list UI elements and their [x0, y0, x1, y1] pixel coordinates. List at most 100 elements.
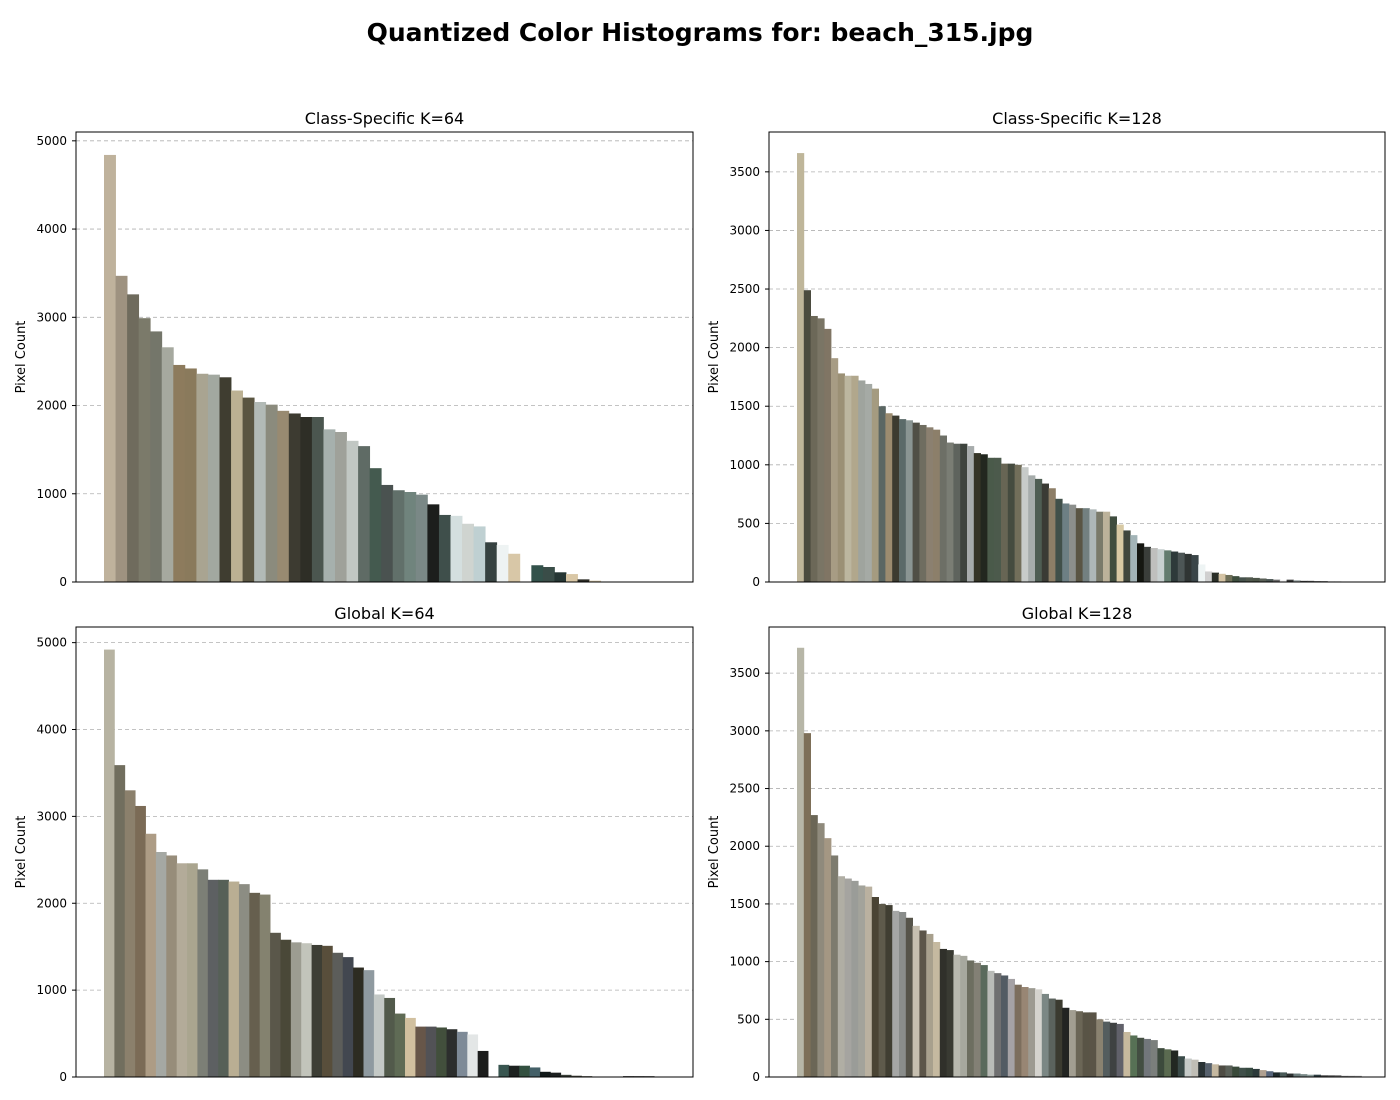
bar: [519, 1065, 530, 1077]
bar: [1211, 1064, 1219, 1077]
bar: [919, 424, 927, 582]
bar: [912, 925, 920, 1077]
bar: [899, 419, 907, 582]
bar: [946, 442, 954, 582]
bar: [207, 374, 220, 582]
bar: [394, 1013, 406, 1077]
panel-class-specific-k64: 0 1000 2000 3000 4000 5000 Class-Specific K=64…: [14, 109, 694, 589]
bar: [589, 580, 602, 582]
bar: [987, 970, 995, 1077]
bar: [381, 484, 394, 582]
bar: [369, 468, 382, 582]
y-tick-label: 500: [737, 1012, 760, 1026]
panel-global-k64: 0 1000 2000 3000 4000 5000 Global K=64 Pixel Co…: [14, 604, 694, 1084]
bar: [1089, 509, 1097, 582]
y-tick-label: 5000: [36, 636, 67, 650]
bar: [1252, 577, 1260, 582]
bar: [1232, 576, 1240, 582]
bar: [953, 443, 961, 582]
bar: [960, 955, 968, 1077]
bar: [571, 1075, 582, 1077]
plot-frame: [75, 131, 694, 583]
bar: [1075, 1011, 1083, 1077]
bar: [104, 154, 116, 582]
bar: [496, 544, 509, 582]
bar: [973, 962, 981, 1077]
bar: [1096, 511, 1104, 582]
bar: [415, 1026, 427, 1077]
bar: [980, 965, 988, 1077]
bar: [837, 373, 845, 582]
bar: [1245, 577, 1253, 582]
y-tick-label: 5000: [36, 134, 67, 148]
y-tick-label: 2000: [729, 839, 760, 853]
bar: [1021, 467, 1029, 582]
bar: [301, 943, 312, 1077]
bar: [1300, 580, 1308, 582]
bar: [438, 514, 451, 582]
bar: [1232, 1066, 1240, 1077]
bar: [332, 952, 344, 1077]
bar: [1157, 549, 1165, 582]
bar: [824, 838, 832, 1077]
bar: [1048, 488, 1056, 582]
panel-title: Class-Specific K=64: [305, 109, 464, 128]
bar: [973, 453, 981, 582]
bar: [865, 383, 873, 582]
bar: [542, 567, 555, 582]
y-tick-label: 2500: [729, 782, 760, 796]
bar: [219, 377, 232, 582]
bar: [1177, 1056, 1185, 1077]
bar: [803, 733, 811, 1077]
bar: [456, 1031, 468, 1077]
bar: [115, 275, 128, 582]
bar: [1259, 578, 1267, 582]
bar: [1014, 464, 1022, 582]
bar: [967, 960, 975, 1077]
bar: [277, 410, 290, 582]
bar: [797, 153, 805, 582]
bar: [1286, 1073, 1294, 1077]
bar: [161, 347, 174, 582]
bar: [926, 427, 934, 582]
bar: [1157, 1048, 1165, 1077]
panel-global-k128: 0 500 1000 1500 2000 2500 3000 3500 Global K=128…: [707, 604, 1386, 1084]
bar: [824, 328, 832, 583]
y-tick-label: 3000: [36, 310, 67, 324]
bar: [1320, 1075, 1328, 1077]
bar: [1177, 552, 1185, 582]
bar: [539, 1071, 551, 1077]
y-tick-label: 2000: [729, 341, 760, 355]
y-tick-label: 500: [737, 516, 760, 530]
y-tick-label: 1500: [729, 399, 760, 413]
bar: [994, 457, 1002, 582]
bar: [892, 415, 900, 582]
y-axis-label: Pixel Count: [707, 816, 722, 889]
bar: [1062, 1007, 1070, 1077]
bar: [415, 494, 428, 582]
bar: [104, 649, 115, 1077]
bar: [1218, 1065, 1226, 1077]
bar: [967, 446, 975, 582]
bar: [1035, 478, 1043, 583]
bar: [425, 1026, 437, 1077]
y-tick-label: 0: [59, 1070, 67, 1084]
bar: [871, 388, 879, 582]
bar: [844, 375, 852, 582]
bar: [1164, 1049, 1172, 1077]
bar: [450, 515, 463, 582]
bar: [1123, 1032, 1131, 1077]
bar: [1307, 580, 1315, 582]
bar: [254, 402, 267, 582]
bar: [1273, 579, 1281, 582]
y-tick-label: 2000: [36, 399, 67, 413]
bar: [150, 331, 163, 582]
y-tick-label: 0: [752, 1070, 760, 1084]
bar: [392, 490, 405, 582]
figure-suptitle: Quantized Color Histograms for: beach_31…: [367, 18, 1034, 47]
y-tick-label: 3000: [729, 223, 760, 237]
bar: [1171, 1050, 1179, 1077]
plot-frame: [768, 131, 1386, 583]
bar: [554, 572, 567, 582]
bar: [1021, 987, 1029, 1077]
